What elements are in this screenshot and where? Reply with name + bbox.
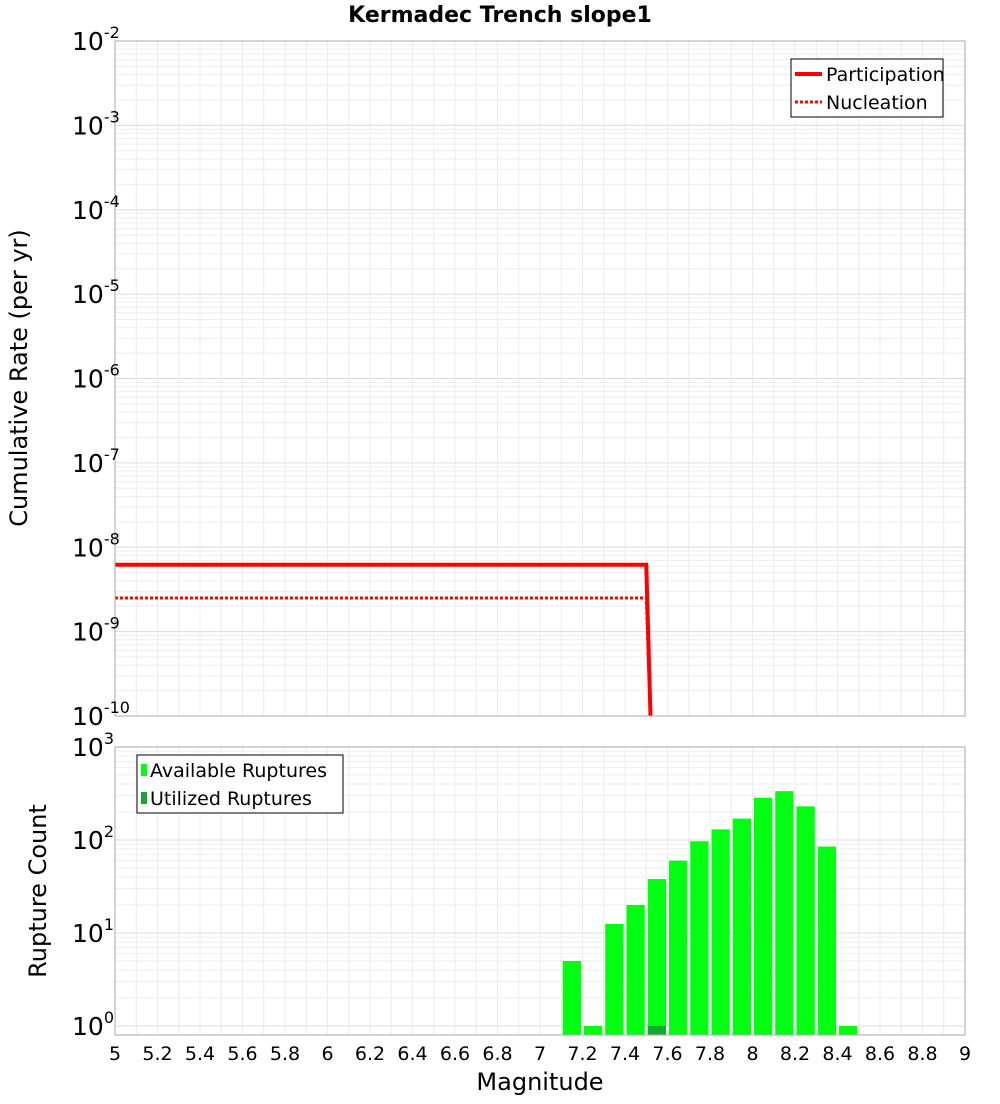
x-axis-label: Magnitude [476, 1068, 603, 1096]
bottom-y-tick-label: 101 [72, 915, 114, 948]
x-tick-label: 7.2 [567, 1043, 597, 1065]
bottom-y-tick-label: 103 [72, 729, 114, 762]
top-y-ticks: 10-2 10-3 10-4 10-5 10-6 10-7 10-8 10-9 10-10 [72, 23, 130, 731]
top-y-tick-label: 10-10 [72, 698, 130, 731]
legend-swatch [141, 764, 147, 776]
top-y-tick-label: 10-9 [72, 614, 120, 647]
bottom-bars [562, 791, 858, 1035]
x-ticks: 5 5.2 5.4 5.6 5.8 6 6.2 6.4 6.6 6.8 7 7.2 7.4 7.6 7.8 8… [109, 1043, 971, 1065]
available-rupture-bar [796, 806, 815, 1035]
available-rupture-bar [605, 923, 624, 1035]
legend-label: Utilized Ruptures [150, 788, 312, 810]
bottom-legend-box [136, 754, 344, 814]
available-rupture-bar [817, 846, 836, 1035]
available-rupture-bar [562, 960, 581, 1035]
top-y-tick-label: 10-4 [72, 192, 120, 225]
bottom-y-tick-label: 100 [72, 1008, 114, 1041]
x-tick-label: 8.8 [907, 1043, 937, 1065]
top-legend-box [790, 58, 944, 118]
x-tick-label: 5.8 [270, 1043, 300, 1065]
x-tick-label: 5.6 [227, 1043, 257, 1065]
top-y-axis-label: Cumulative Rate (per yr) [5, 229, 33, 527]
top-y-tick-label: 10-8 [72, 529, 120, 562]
x-tick-label: 8.6 [865, 1043, 895, 1065]
top-y-tick-label: 10-2 [72, 23, 120, 56]
x-tick-label: 8.2 [780, 1043, 810, 1065]
x-tick-label: 6 [321, 1043, 333, 1065]
available-rupture-bar [775, 791, 794, 1035]
legend-label: Participation [826, 64, 945, 86]
x-tick-label: 6.4 [397, 1043, 427, 1065]
top-y-tick-label: 10-6 [72, 361, 120, 394]
x-tick-label: 9 [959, 1043, 971, 1065]
x-tick-label: 7.8 [695, 1043, 725, 1065]
top-grid [115, 41, 965, 717]
available-rupture-bar [839, 1025, 858, 1035]
x-tick-label: 8.4 [822, 1043, 852, 1065]
bottom-y-tick-label: 102 [72, 822, 114, 855]
available-rupture-bar [732, 818, 751, 1035]
top-lines [115, 562, 653, 717]
x-tick-label: 7.4 [610, 1043, 640, 1065]
participation-line [115, 562, 653, 717]
bottom-legend: Available Ruptures Utilized Ruptures [136, 754, 344, 814]
chart-title: Kermadec Trench slope1 [348, 3, 652, 28]
top-y-tick-label: 10-5 [72, 276, 120, 309]
x-tick-label: 5.4 [185, 1043, 215, 1065]
available-rupture-bar [711, 829, 730, 1035]
x-tick-label: 5 [109, 1043, 121, 1065]
x-tick-label: 7.6 [652, 1043, 682, 1065]
top-y-tick-label: 10-3 [72, 107, 120, 140]
available-rupture-bar [584, 1025, 603, 1035]
nucleation-line [115, 596, 652, 717]
top-plot-frame [114, 40, 966, 717]
legend-label: Nucleation [826, 92, 928, 114]
x-tick-label: 6.2 [355, 1043, 385, 1065]
available-rupture-bar [690, 841, 709, 1035]
bottom-y-axis-label: Rupture Count [24, 804, 52, 978]
x-tick-label: 5.2 [142, 1043, 172, 1065]
legend-label: Available Ruptures [150, 760, 327, 782]
bottom-plot-frame [114, 746, 966, 1036]
available-rupture-bar [754, 797, 773, 1035]
x-tick-label: 6.8 [482, 1043, 512, 1065]
bottom-y-ticks: 103 102 101 100 [72, 729, 114, 1041]
x-tick-label: 8 [746, 1043, 758, 1065]
top-legend: Participation Nucleation [790, 58, 945, 118]
x-tick-label: 6.6 [440, 1043, 470, 1065]
available-rupture-bar [626, 904, 645, 1035]
utilized-rupture-bar [647, 1025, 666, 1035]
top-y-tick-label: 10-7 [72, 445, 120, 478]
available-rupture-bar [669, 860, 688, 1035]
legend-swatch [141, 792, 147, 804]
x-tick-label: 7 [534, 1043, 546, 1065]
available-rupture-bar [647, 879, 666, 1035]
